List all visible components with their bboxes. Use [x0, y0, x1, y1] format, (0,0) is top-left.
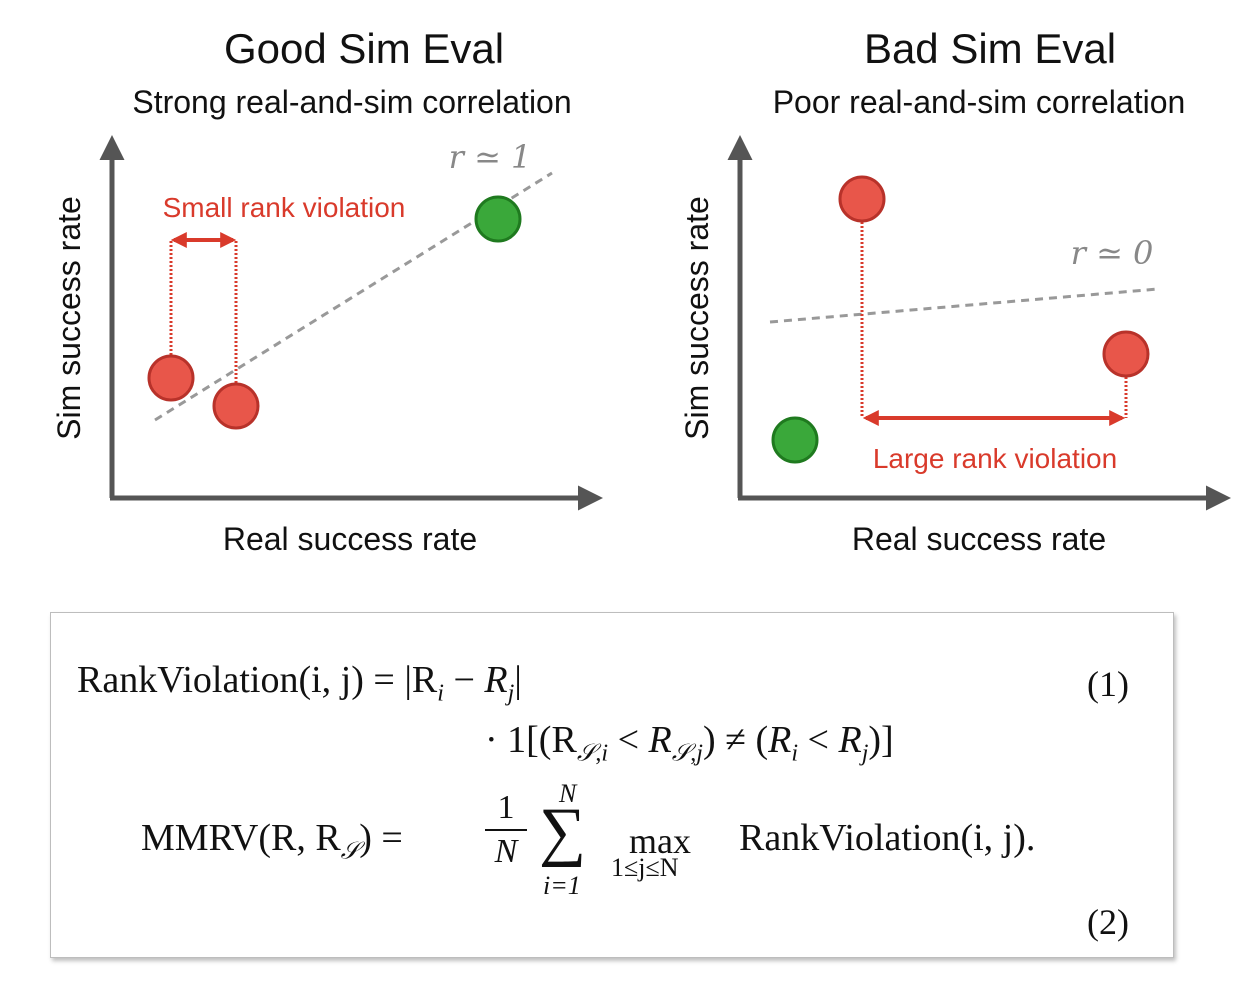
policy-point-red	[212, 382, 260, 430]
equation-2-fraction: 1 N	[481, 789, 531, 871]
fraction-numerator: 1	[497, 789, 515, 826]
violation-label: Small rank violation	[163, 192, 406, 223]
policy-point-green	[771, 416, 819, 464]
violation-label: Large rank violation	[873, 443, 1117, 474]
policy-point-green	[474, 195, 522, 243]
equation-2-rhs: RankViolation(i, j).	[739, 817, 1036, 859]
rank-violation-figure: Good Sim Eval Strong real-and-sim correl…	[51, 25, 1231, 557]
equation-1-number: (1)	[1087, 664, 1129, 704]
y-axis-label: Sim success rate	[679, 196, 715, 440]
formula-box: RankViolation(i, j) = |Ri − Rj| (1) · 1[…	[50, 612, 1174, 958]
equation-1-lhs: RankViolation(i, j) = |R	[77, 659, 438, 701]
max-subscript: 1≤j≤N	[611, 853, 679, 882]
fraction-denominator: N	[494, 833, 518, 870]
summation-symbol: ∑	[539, 795, 587, 868]
equation-1-line-2: · 1[(R𝒮,i < R𝒮,j) ≠ (Ri < Rj)]	[485, 719, 894, 767]
correlation-label: r ≃ 0	[1071, 234, 1154, 272]
panel-title: Good Sim Eval	[224, 25, 504, 72]
sum-upper-limit: N	[559, 779, 577, 808]
fit-line	[769, 287, 1159, 324]
bad-sim-panel: Bad Sim Eval Poor real-and-sim correlati…	[679, 25, 1231, 557]
equation-1-indicator: · 1[(R	[485, 719, 577, 761]
fit-line	[154, 171, 553, 422]
policy-point-red	[147, 354, 195, 402]
max-operator: max	[629, 821, 691, 861]
good-sim-panel: Good Sim Eval Strong real-and-sim correl…	[51, 25, 603, 557]
equation-2-number: (2)	[1087, 902, 1129, 942]
policy-point-red	[838, 175, 886, 223]
equation-2-lhs: MMRV(R, R	[141, 817, 341, 859]
sum-lower-limit: i=1	[543, 871, 581, 900]
panel-subtitle: Strong real-and-sim correlation	[132, 84, 571, 120]
panel-subtitle: Poor real-and-sim correlation	[773, 84, 1186, 120]
x-axis-label: Real success rate	[852, 521, 1106, 557]
equation-1-line-1: RankViolation(i, j) = |Ri − Rj|	[77, 659, 522, 707]
x-axis-label: Real success rate	[223, 521, 477, 557]
panel-title: Bad Sim Eval	[864, 25, 1116, 72]
correlation-label: r ≃ 1	[449, 138, 532, 176]
policy-point-red	[1102, 330, 1150, 378]
y-axis-label: Sim success rate	[51, 196, 87, 440]
equation-2-lhs-wrap: MMRV(R, R𝒮) =	[141, 817, 403, 865]
